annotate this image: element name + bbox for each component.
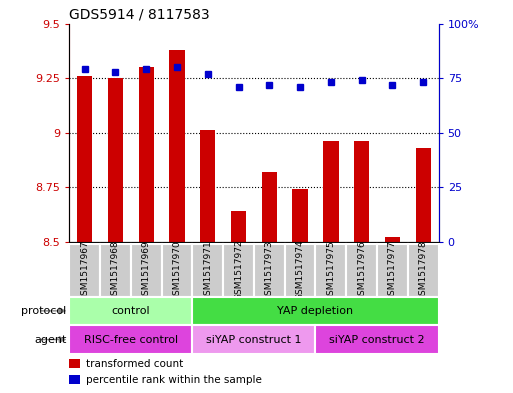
Bar [377,244,408,297]
Text: GSM1517974: GSM1517974 [295,240,305,301]
Bar [285,244,315,297]
Bar [131,244,162,297]
Bar [315,244,346,297]
Text: siYAP construct 1: siYAP construct 1 [206,334,302,345]
Bar [69,359,80,368]
Text: GSM1517978: GSM1517978 [419,240,428,301]
Bar [254,244,285,297]
Text: RISC-free control: RISC-free control [84,334,178,345]
Bar [385,237,400,242]
Bar [200,130,215,242]
Text: GSM1517970: GSM1517970 [172,240,182,301]
Text: siYAP construct 2: siYAP construct 2 [329,334,425,345]
Bar [108,78,123,242]
Bar [231,211,246,242]
Text: GSM1517976: GSM1517976 [357,240,366,301]
Text: GSM1517972: GSM1517972 [234,240,243,301]
Bar [323,141,339,242]
Text: transformed count: transformed count [86,358,183,369]
Text: percentile rank within the sample: percentile rank within the sample [86,375,262,384]
Bar [169,50,185,242]
Text: GSM1517975: GSM1517975 [326,240,336,301]
Text: GSM1517967: GSM1517967 [80,240,89,301]
Bar [292,189,308,242]
Text: GDS5914 / 8117583: GDS5914 / 8117583 [69,7,210,21]
Bar [100,244,131,297]
Text: control: control [111,306,150,316]
Bar [69,375,80,384]
Bar [69,297,192,325]
Bar [262,172,277,242]
Text: agent: agent [34,334,67,345]
Bar [416,148,431,242]
Bar [77,76,92,242]
Bar [408,244,439,297]
Text: GSM1517969: GSM1517969 [142,240,151,301]
Text: GSM1517968: GSM1517968 [111,240,120,301]
Text: GSM1517971: GSM1517971 [203,240,212,301]
Bar [192,244,223,297]
Bar [346,244,377,297]
Bar [139,67,154,242]
Text: YAP depletion: YAP depletion [278,306,353,316]
Bar [192,297,439,325]
Bar [69,244,100,297]
Text: GSM1517977: GSM1517977 [388,240,397,301]
Bar [223,244,254,297]
Text: GSM1517973: GSM1517973 [265,240,274,301]
Bar [354,141,369,242]
Bar [315,325,439,354]
Bar [69,325,192,354]
Bar [162,244,192,297]
Text: protocol: protocol [22,306,67,316]
Bar [192,325,315,354]
